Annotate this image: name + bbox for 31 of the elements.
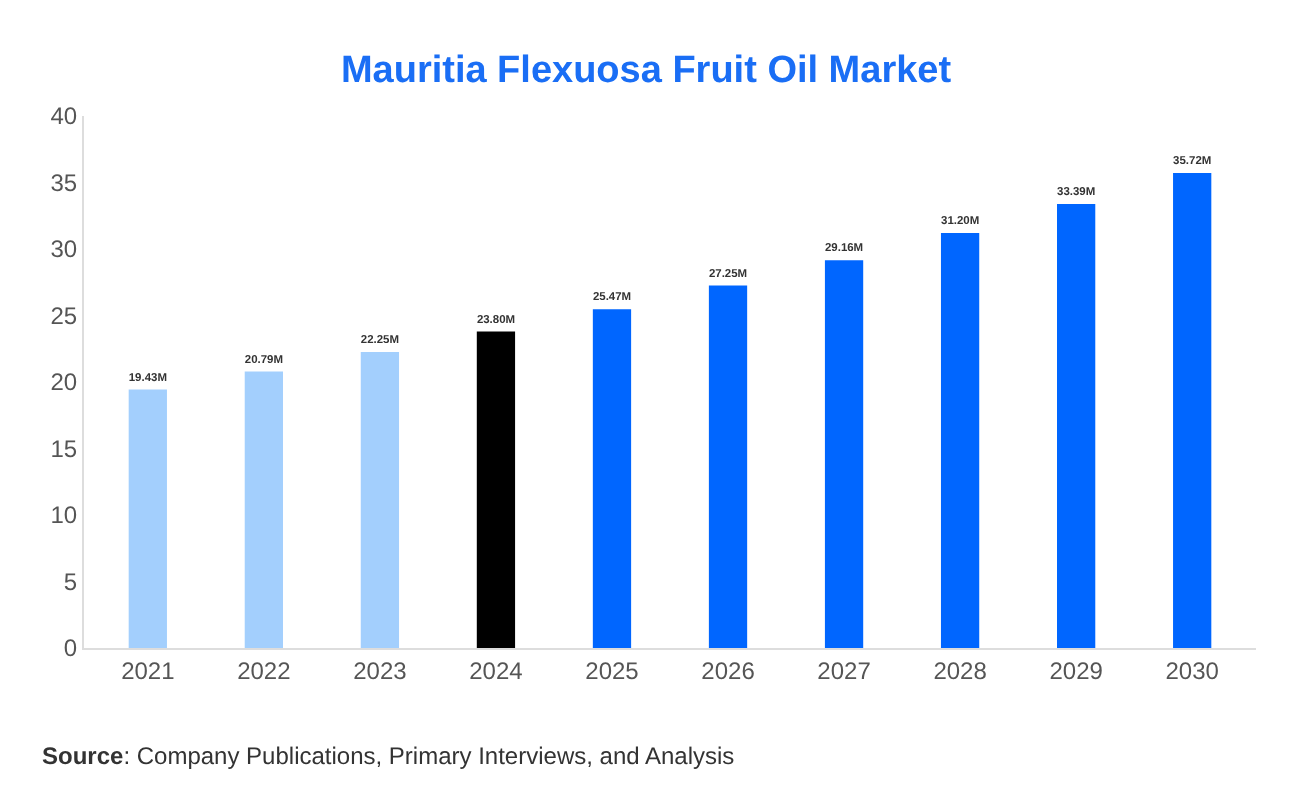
y-tick-label: 10 (50, 501, 78, 530)
bar (824, 260, 864, 648)
bar (708, 285, 748, 648)
y-tick-label: 5 (63, 567, 78, 596)
x-tick-label: 2023 (353, 656, 408, 685)
bar (128, 389, 167, 648)
y-tick-label: 40 (50, 102, 78, 131)
x-tick-label: 2026 (701, 656, 756, 685)
y-tick-label: 20 (50, 368, 78, 397)
chart-title: Mauritia Flexuosa Fruit Oil Market (340, 49, 953, 92)
x-tick-label: 2028 (933, 656, 988, 685)
bar (1057, 203, 1096, 648)
x-tick-label: 2030 (1165, 656, 1220, 685)
y-tick-label: 15 (50, 434, 78, 463)
bar (244, 371, 283, 648)
bar (940, 233, 980, 648)
y-tick-label: 25 (50, 301, 78, 330)
bar (360, 352, 400, 648)
bar (1173, 172, 1212, 648)
x-tick-label: 2024 (469, 656, 524, 685)
x-tick-label: 2029 (1049, 656, 1104, 685)
y-tick-label: 0 (63, 634, 78, 663)
x-tick-label: 2027 (817, 656, 872, 685)
bar (592, 309, 632, 648)
source-note: Source: Company Publications, Primary Interviews, and Analysis (42, 742, 735, 770)
x-tick-label: 2021 (121, 656, 176, 685)
y-tick-label: 35 (50, 168, 78, 197)
bar (476, 331, 516, 648)
x-tick-label: 2022 (237, 656, 292, 685)
x-tick-label: 2025 (585, 656, 640, 685)
y-tick-label: 30 (50, 235, 78, 264)
